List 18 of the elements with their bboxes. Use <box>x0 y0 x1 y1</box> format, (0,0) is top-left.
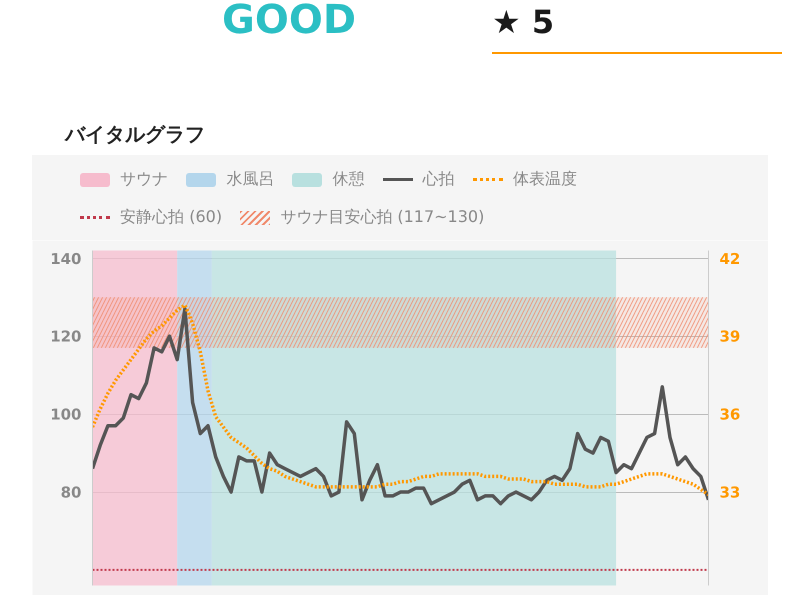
y2-tick-label: 42 <box>720 250 740 268</box>
legend-label: 心拍 <box>421 169 455 188</box>
y-tick-label: 100 <box>50 406 82 424</box>
legend-label: サウナ目安心拍 (117~130) <box>279 207 484 226</box>
y2-tick-label: 36 <box>720 406 740 424</box>
legend-label: 安静心拍 (60) <box>119 207 222 226</box>
y-tick-label: 80 <box>60 484 82 502</box>
text: ★ 5 <box>492 0 782 54</box>
y-tick-label: 140 <box>50 250 82 268</box>
text: GOOD <box>222 0 356 45</box>
text: 水風呂 <box>225 169 274 188</box>
legend-label: 体表温度 <box>512 169 577 188</box>
y2-tick-label: 33 <box>720 484 740 502</box>
y-tick-label: 120 <box>50 328 82 346</box>
text: 休憩 <box>332 169 365 188</box>
text: サウナ <box>119 169 168 188</box>
y2-tick-label: 39 <box>720 328 740 346</box>
chart-title: バイタルグラフ <box>65 121 205 148</box>
